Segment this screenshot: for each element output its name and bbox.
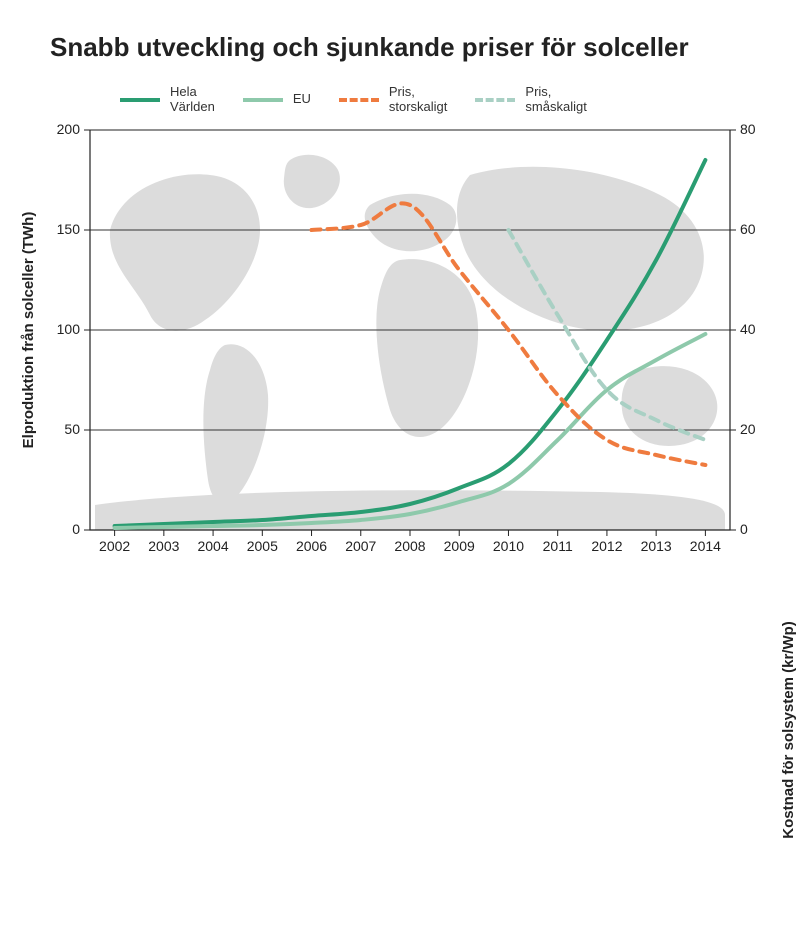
xtick: 2002 — [90, 538, 140, 554]
ytick-right: 60 — [740, 221, 780, 237]
plot-area — [0, 0, 800, 586]
ytick-left: 0 — [40, 521, 80, 537]
xtick: 2004 — [188, 538, 238, 554]
xtick: 2012 — [582, 538, 632, 554]
y-axis-right-label: Kostnad för solsystem (kr/Wp) — [780, 530, 797, 930]
xtick: 2009 — [434, 538, 484, 554]
xtick: 2013 — [631, 538, 681, 554]
xtick: 2011 — [533, 538, 583, 554]
ytick-left: 150 — [40, 221, 80, 237]
ytick-right: 0 — [740, 521, 780, 537]
ytick-left: 200 — [40, 121, 80, 137]
xtick: 2007 — [336, 538, 386, 554]
ytick-left: 50 — [40, 421, 80, 437]
ytick-right: 40 — [740, 321, 780, 337]
ytick-right: 80 — [740, 121, 780, 137]
world-map-background — [95, 155, 725, 530]
xtick: 2006 — [287, 538, 337, 554]
chart-container: Snabb utveckling och sjunkande priser fö… — [0, 0, 800, 586]
xtick: 2008 — [385, 538, 435, 554]
xtick: 2014 — [680, 538, 730, 554]
xtick: 2003 — [139, 538, 189, 554]
xtick: 2010 — [483, 538, 533, 554]
ytick-right: 20 — [740, 421, 780, 437]
ytick-left: 100 — [40, 321, 80, 337]
xtick: 2005 — [237, 538, 287, 554]
